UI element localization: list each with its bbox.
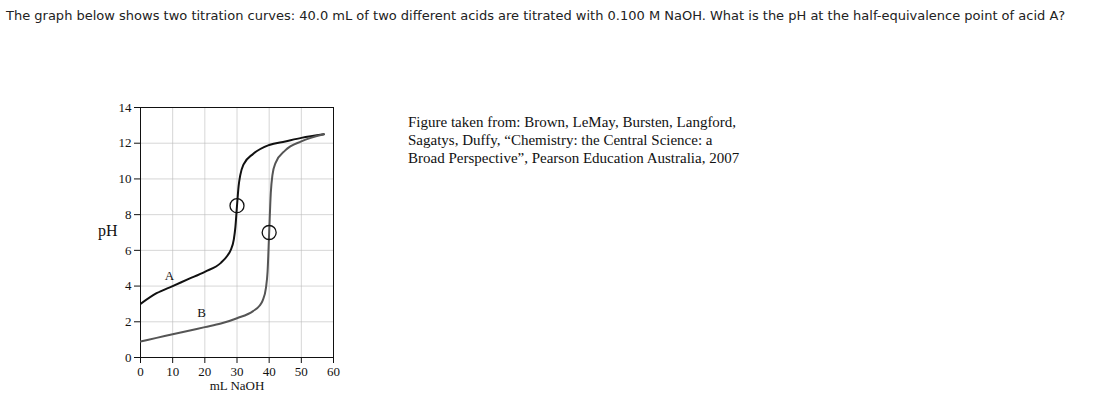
svg-text:0: 0 — [137, 364, 144, 379]
svg-text:20: 20 — [198, 364, 211, 379]
svg-text:10: 10 — [166, 364, 179, 379]
html-text:The graph below shows two titr: The graph below shows two titration curv… — [6, 8, 1066, 23]
svg-text:A: A — [165, 268, 175, 283]
svg-text:8: 8 — [125, 207, 132, 222]
svg-text:50: 50 — [295, 364, 308, 379]
svg-text:B: B — [197, 305, 206, 320]
svg-text:2: 2 — [125, 314, 132, 329]
svg-text:40: 40 — [263, 364, 276, 379]
svg-text:30: 30 — [231, 364, 244, 379]
svg-text:14: 14 — [119, 100, 133, 115]
html-text:pH: pH — [98, 222, 118, 239]
svg-text:mL NaOH: mL NaOH — [210, 378, 265, 393]
html-text:Figure taken from: Brown, LeMa: Figure taken from: Brown, LeMay, Bursten… — [408, 114, 740, 166]
svg-text:60: 60 — [327, 364, 340, 379]
svg-text:6: 6 — [125, 243, 132, 258]
svg-text:12: 12 — [119, 135, 132, 150]
svg-text:10: 10 — [119, 171, 132, 186]
svg-text:4: 4 — [125, 278, 132, 293]
svg-text:0: 0 — [125, 350, 132, 365]
